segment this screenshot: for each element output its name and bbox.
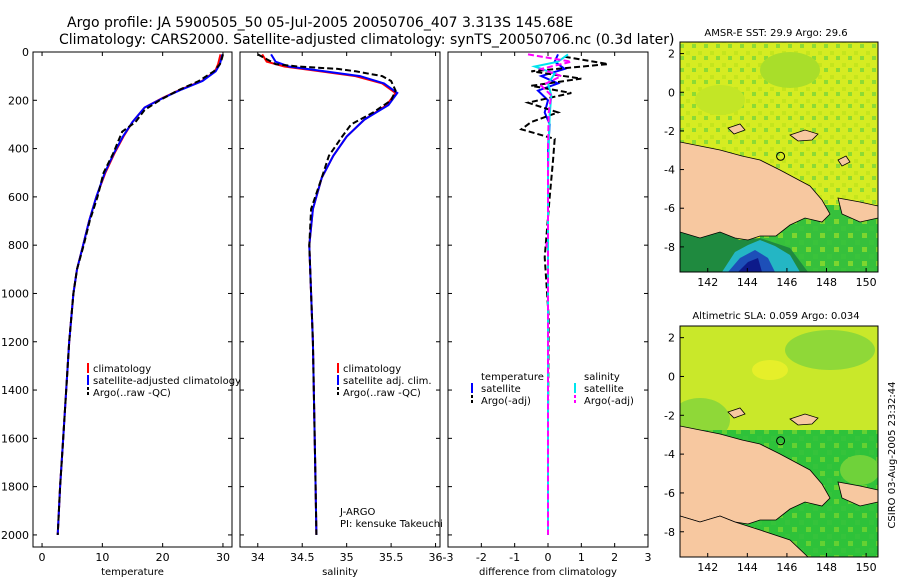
sst-map-ytick-label: 0 <box>668 86 675 99</box>
difference-profile-panel: -3 -2 -1 0 1 2 3 difference from climatology tem… <box>443 51 652 578</box>
temperature-axes-frame <box>32 51 233 548</box>
temperature-xtick-label: 20 <box>156 551 170 564</box>
temperature-ytick-label: 1600 <box>1 432 29 445</box>
sst-map-axes: 142 144 146 148 150 2 0 -2 -4 -6 -8 <box>664 48 877 289</box>
sla-map-ytick-label: 0 <box>668 370 675 383</box>
sla-map-ytick-label: -6 <box>664 487 675 500</box>
sla-map-axes: 142 144 146 148 150 2 0 -2 -4 -6 -8 <box>664 332 877 574</box>
temperature-ytick-label: 1400 <box>1 384 29 397</box>
difference-xtick-label: 0 <box>545 551 552 564</box>
sla-map-image <box>680 326 878 557</box>
difference-xtick-label: -2 <box>476 551 487 564</box>
figure-title-line1: Argo profile: JA 5900505_50 05-Jul-2005 … <box>67 15 573 31</box>
sst-map-ytick-label: -2 <box>664 125 675 138</box>
sla-map-ytick-label: 2 <box>668 332 675 345</box>
salinity-xtick-label: 34.5 <box>290 551 315 564</box>
difference-xtick-label: -1 <box>509 551 520 564</box>
sla-map-xtick-label: 142 <box>697 561 718 574</box>
difference-legend-label: Argo(-adj) <box>584 396 634 407</box>
temperature-xtick-label: 30 <box>216 551 230 564</box>
temperature-ytick-label: 600 <box>8 191 29 204</box>
sla-map-frame <box>679 325 879 558</box>
sst-argo-position-marker <box>776 151 786 161</box>
salinity-xlabel: salinity <box>322 567 358 578</box>
temperature-ytick-label: 800 <box>8 239 29 252</box>
salinity-xtick-label: 34 <box>251 551 265 564</box>
temperature-profile-panel: 0 10 20 30 0 200 400 600 800 1000 1200 1400 1600 1800… <box>1 46 241 578</box>
temperature-ytick-label: 1800 <box>1 481 29 494</box>
sla-map-xtick-label: 150 <box>856 561 877 574</box>
sla-map-xtick-label: 146 <box>776 561 797 574</box>
sla-map-ytick-label: -8 <box>664 526 675 539</box>
salinity-profile-panel: 34 34.5 35 35.5 36 salinity climatologysatelli… <box>239 51 443 578</box>
sla-argo-position-marker <box>776 436 786 446</box>
salinity-annotation: J-ARGO <box>339 507 376 518</box>
difference-xtick-label: 1 <box>578 551 585 564</box>
sst-map-ytick-label: -8 <box>664 241 675 254</box>
sst-map-xtick-label: 144 <box>737 276 758 289</box>
salinity-axes-frame <box>239 51 441 548</box>
temperature-series-argo-raw-qc- <box>56 54 224 535</box>
sla-map-xtick-label: 148 <box>816 561 837 574</box>
temperature-legend-label: satellite-adjusted climatology <box>93 376 241 387</box>
sla-map-ytick-label: -2 <box>664 409 675 422</box>
difference-legend-title-salinity: salinity <box>584 372 620 383</box>
temperature-ytick-label: 0 <box>22 46 29 59</box>
salinity-legend-label: climatology <box>343 364 401 375</box>
sla-map-ytick-label: -4 <box>664 448 675 461</box>
sst-map-xtick-label: 148 <box>816 276 837 289</box>
csiro-timestamp-label: CSIRO 03-Aug-2005 23:32:44 <box>887 381 898 528</box>
sst-map-xtick-label: 146 <box>776 276 797 289</box>
difference-legend-label: Argo(-adj) <box>481 396 531 407</box>
sla-map-title: Altimetric SLA: 0.059 Argo: 0.034 <box>692 311 859 322</box>
sst-map-xtick-label: 150 <box>856 276 877 289</box>
salinity-xtick-label: 35 <box>340 551 354 564</box>
temperature-xlabel: temperature <box>101 567 164 578</box>
temperature-xtick-label: 10 <box>95 551 109 564</box>
difference-xtick-label: 3 <box>645 551 652 564</box>
temperature-ytick-label: 400 <box>8 143 29 156</box>
difference-series-salinity-satellite <box>531 53 569 535</box>
temperature-ytick-label: 200 <box>8 94 29 107</box>
difference-legend-label: satellite <box>584 384 624 395</box>
salinity-legend-label: satellite adj. clim. <box>343 376 432 387</box>
difference-series-temperature-argo-adj- <box>519 55 609 535</box>
difference-xlabel: difference from climatology <box>479 567 617 578</box>
sla-map-panel: Altimetric SLA: 0.059 Argo: 0.034 142 144… <box>664 311 879 574</box>
difference-legend-title-temperature: temperature <box>481 372 544 383</box>
difference-xtick-label: 2 <box>611 551 618 564</box>
sla-map-xtick-label: 144 <box>737 561 758 574</box>
sst-map-title: AMSR-E SST: 29.9 Argo: 29.6 <box>704 28 847 39</box>
sst-map-image <box>680 42 878 272</box>
figure-title-line2: Climatology: CARS2000. Satellite-adjuste… <box>59 32 674 48</box>
difference-xtick-label: -3 <box>443 551 454 564</box>
temperature-legend-label: climatology <box>93 364 151 375</box>
sst-map-frame <box>679 41 879 273</box>
temperature-xtick-label: 0 <box>39 551 46 564</box>
difference-legend-label: satellite <box>481 384 521 395</box>
temperature-ytick-label: 1000 <box>1 287 29 300</box>
difference-series-salinity-argo-adj- <box>527 53 572 535</box>
temperature-ytick-label: 1200 <box>1 336 29 349</box>
sst-map-panel: AMSR-E SST: 29.9 Argo: 29.6 142 144 146 148… <box>664 28 879 289</box>
salinity-xtick-label: 35.5 <box>379 551 404 564</box>
salinity-legend-label: Argo(..raw -QC) <box>343 388 421 399</box>
sst-map-ytick-label: 2 <box>668 48 675 61</box>
sst-map-ytick-label: -4 <box>664 164 675 177</box>
temperature-ytick-label: 2000 <box>1 529 29 542</box>
sst-map-ytick-label: -6 <box>664 202 675 215</box>
sst-map-xtick-label: 142 <box>697 276 718 289</box>
temperature-legend-label: Argo(..raw -QC) <box>93 388 171 399</box>
salinity-xtick-label: 36 <box>429 551 443 564</box>
salinity-annotation: PI: kensuke Takeuchi <box>340 519 443 530</box>
